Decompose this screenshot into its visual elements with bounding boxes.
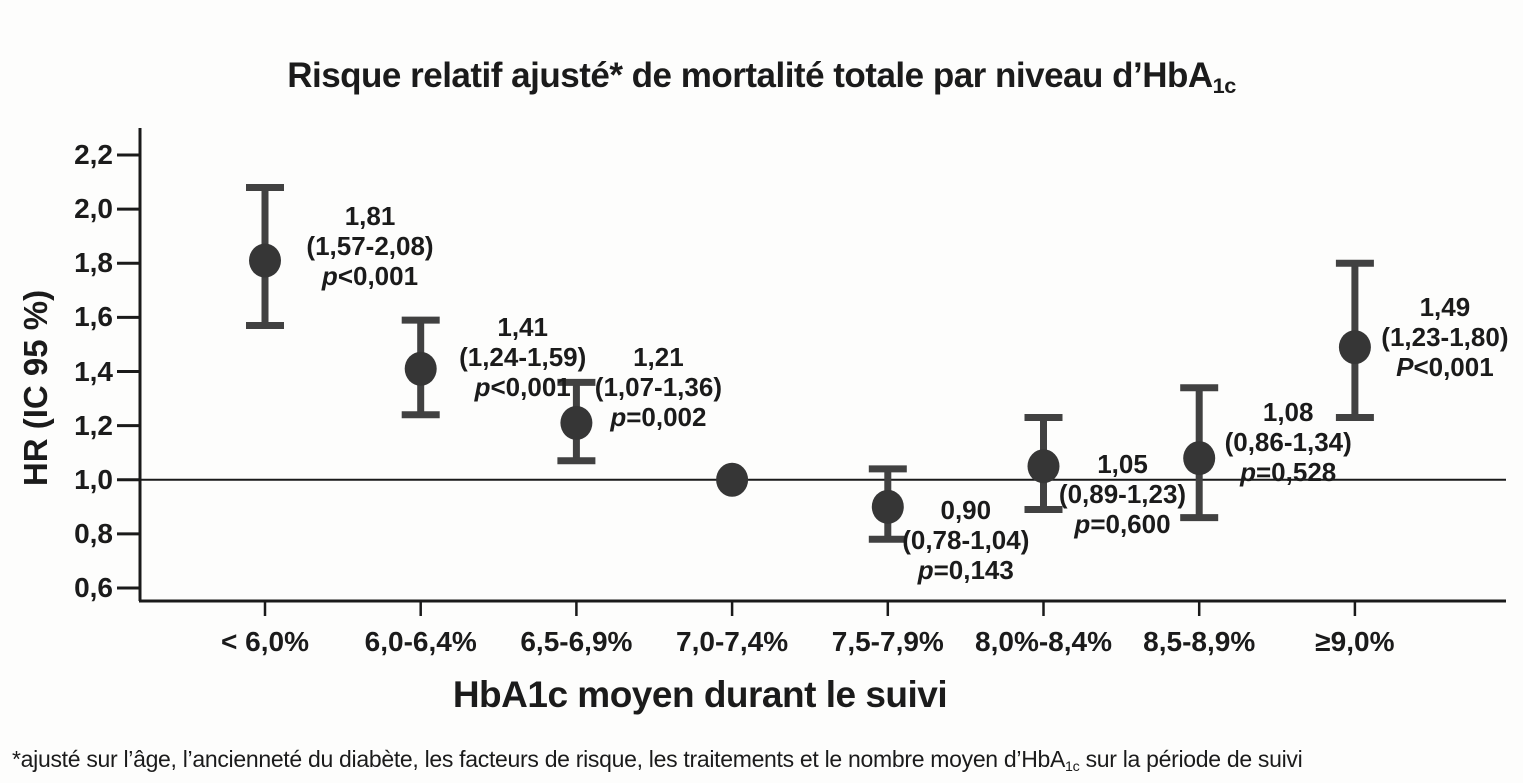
annotation-p-letter: p [321, 260, 338, 291]
annotation-p-value: p=0,002 [610, 401, 707, 432]
footnote-text: *ajusté sur l’âge, l’ancienneté du diabè… [12, 746, 1066, 772]
x-tick-label: 8,5-8,9% [1143, 626, 1256, 657]
y-tick-label: 1,6 [74, 301, 113, 333]
annotation-p-letter: p [610, 401, 627, 432]
y-tick-label: 1,8 [74, 247, 113, 279]
annotation-p-letter: p [1240, 457, 1256, 488]
x-axis-title: HbA1c moyen durant le suivi [452, 674, 948, 715]
annotation-hr-value: 1,41 [497, 311, 548, 342]
y-tick-label: 2,0 [74, 193, 113, 225]
data-point-marker [1338, 330, 1371, 365]
annotation-p-value: P<0,001 [1396, 352, 1494, 383]
annotation-p-value: p=0,143 [917, 554, 1014, 585]
data-point-marker [404, 351, 437, 386]
annotation-ci: (0,86-1,34) [1224, 427, 1352, 458]
annotation-p-letter: p [917, 554, 934, 585]
y-tick-label: 1,4 [74, 355, 113, 387]
y-tick-label: 2,2 [74, 139, 113, 170]
point-annotation: 1,05 (0,89-1,23) p=0,600 [1059, 449, 1186, 539]
y-tick-label: 1,0 [74, 463, 113, 495]
annotation-hr-value: 1,81 [344, 200, 396, 231]
annotation-ci: (1,07-1,36) [594, 371, 722, 402]
annotation-p-letter: p [1074, 509, 1091, 540]
point-annotation: 1,21 (1,07-1,36) p=0,002 [595, 342, 722, 432]
annotation-hr-value: 1,05 [1097, 449, 1148, 480]
annotation-ci: (0,89-1,23) [1058, 479, 1187, 510]
data-point-marker [249, 243, 281, 278]
point-annotation: 1,81 (1,57-2,08) p<0,001 [306, 201, 433, 291]
annotation-p-letter: p [474, 371, 491, 402]
footnote-subscript: 1c [1065, 758, 1080, 775]
point-annotation: 1,41 (1,24-1,59) p<0,001 [459, 312, 586, 402]
data-point-marker [871, 489, 904, 524]
chart-title-text: Risque relatif ajusté* de mortalité tota… [287, 56, 1213, 95]
annotation-p-letter: P [1396, 352, 1414, 383]
annotation-p-value: p<0,001 [474, 371, 571, 402]
annotation-ci: (0,78-1,04) [902, 524, 1030, 555]
x-tick-label: ≥9,0% [1315, 626, 1395, 657]
annotation-ci: (1,24-1,59) [459, 341, 587, 372]
annotation-hr-value: 1,21 [633, 341, 684, 372]
annotation-hr-value: 1,08 [1262, 397, 1314, 428]
annotation-hr-value: 0,90 [940, 494, 992, 525]
annotation-p-value: p=0,600 [1074, 509, 1171, 540]
footnote: *ajusté sur l’âge, l’ancienneté du diabè… [12, 746, 1303, 775]
data-point-marker-reference [716, 462, 749, 497]
x-tick-label: 6,0-6,4% [364, 626, 477, 657]
data-point-marker [560, 405, 593, 440]
point-annotation: 0,90 (0,78-1,04) p=0,143 [902, 495, 1029, 585]
x-tick-label: 7,0-7,4% [676, 626, 789, 657]
point-annotation: 1,49 (1,23-1,80) P<0,001 [1381, 292, 1508, 382]
x-tick-label: 6,5-6,9% [520, 626, 633, 657]
y-tick-label: 1,2 [74, 409, 113, 441]
annotation-hr-value: 1,49 [1419, 292, 1471, 323]
x-tick-label: < 6,0% [221, 626, 309, 657]
chart-title: Risque relatif ajusté* de mortalité tota… [287, 56, 1236, 99]
point-annotation: 1,08 (0,86-1,34) p=0,528 [1225, 397, 1352, 487]
annotation-p-value: p<0,001 [321, 260, 419, 291]
footnote-text-end: sur la période de suivi [1079, 746, 1303, 772]
annotation-ci: (1,23-1,80) [1381, 322, 1509, 353]
annotation-p-value: p=0,528 [1240, 457, 1337, 488]
chart-title-subscript: 1c [1212, 73, 1237, 99]
annotation-ci: (1,57-2,08) [306, 230, 434, 261]
y-tick-label: 0,8 [74, 517, 113, 549]
data-point-marker [1183, 441, 1216, 476]
x-tick-label: 7,5-7,9% [831, 626, 944, 657]
y-tick-label: 0,6 [74, 572, 113, 603]
data-point-marker [1027, 449, 1060, 484]
x-tick-label: 8,0%-8,4% [975, 626, 1112, 657]
